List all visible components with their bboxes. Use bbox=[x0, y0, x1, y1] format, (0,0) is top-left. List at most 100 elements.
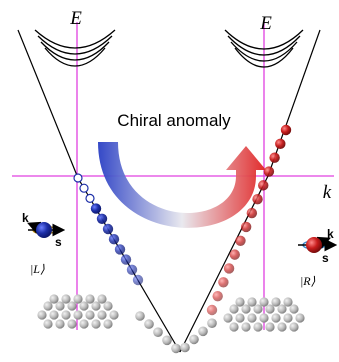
chiral-anomaly-label: Chiral anomaly bbox=[117, 111, 231, 130]
red-state bbox=[258, 180, 269, 191]
red-state bbox=[235, 235, 246, 246]
pile-ball bbox=[241, 322, 251, 332]
sea-state bbox=[171, 343, 181, 354]
red-state bbox=[223, 263, 235, 274]
pile-ball bbox=[265, 304, 275, 314]
blue-state bbox=[114, 244, 126, 255]
upper-cone-left bbox=[34, 29, 116, 67]
right-ket-label: |R⟩ bbox=[300, 274, 316, 288]
momentum-label: k bbox=[323, 182, 332, 203]
pile-ball bbox=[235, 313, 245, 323]
empty-state bbox=[85, 193, 95, 203]
pile-ball bbox=[79, 301, 89, 311]
empty-state bbox=[73, 173, 83, 183]
left-k-label: k bbox=[22, 211, 29, 225]
pile-ball bbox=[271, 297, 281, 307]
pile-ball bbox=[283, 313, 293, 323]
pile-ball bbox=[247, 297, 257, 307]
pile-ball bbox=[49, 310, 59, 320]
axes bbox=[12, 22, 334, 330]
pile-ball bbox=[277, 304, 287, 314]
pile-ball bbox=[67, 301, 77, 311]
blue-state bbox=[126, 264, 138, 275]
red-state bbox=[263, 166, 275, 177]
red-state bbox=[229, 249, 240, 260]
pile-ball bbox=[259, 313, 269, 323]
sea-state bbox=[189, 334, 199, 345]
pile-ball bbox=[103, 319, 113, 329]
pile-ball bbox=[85, 310, 95, 320]
red-state bbox=[275, 138, 286, 150]
sea-state bbox=[162, 335, 172, 346]
pile-ball bbox=[241, 304, 251, 314]
left-s-label: s bbox=[55, 235, 62, 249]
pile-ball bbox=[37, 310, 47, 320]
pile-ball bbox=[289, 322, 299, 332]
pile-ball bbox=[109, 310, 119, 320]
red-state bbox=[212, 290, 223, 302]
upper-cone-right bbox=[224, 29, 304, 68]
pile-ball bbox=[265, 322, 275, 332]
pile-ball bbox=[67, 319, 77, 329]
pile-ball bbox=[283, 297, 293, 307]
pile-ball bbox=[229, 322, 239, 332]
pile-ball bbox=[91, 301, 101, 311]
sea-state bbox=[144, 319, 154, 329]
blue-state bbox=[108, 234, 120, 245]
sea-state bbox=[198, 326, 208, 337]
blue-state bbox=[120, 254, 132, 265]
pile-ball bbox=[235, 297, 245, 307]
pile-ball bbox=[253, 322, 263, 332]
red-state bbox=[280, 124, 292, 136]
empty-state bbox=[79, 183, 89, 193]
pile-ball bbox=[55, 301, 65, 311]
gray-pile-right bbox=[223, 297, 305, 332]
red-state bbox=[240, 221, 252, 233]
pile-ball bbox=[91, 319, 101, 329]
pile-ball bbox=[61, 310, 71, 320]
red-state bbox=[206, 304, 218, 316]
right-s-label: s bbox=[322, 251, 329, 265]
pile-ball bbox=[289, 304, 299, 314]
chiral-anomaly-arrow bbox=[98, 142, 266, 228]
pile-ball bbox=[259, 297, 269, 307]
sea-state bbox=[207, 318, 217, 329]
pile-ball bbox=[49, 294, 59, 304]
pile-ball bbox=[85, 294, 95, 304]
blue-state bbox=[90, 203, 102, 214]
pile-ball bbox=[295, 313, 305, 323]
gray-pile-left bbox=[37, 294, 119, 329]
pile-ball bbox=[223, 313, 233, 323]
blue-state bbox=[102, 223, 114, 235]
energy-label-right: E bbox=[259, 13, 272, 34]
blue-state bbox=[96, 213, 108, 224]
pile-ball bbox=[253, 304, 263, 314]
red-state bbox=[246, 207, 258, 219]
left-ket-label: |L⟩ bbox=[30, 262, 45, 276]
pile-ball bbox=[73, 294, 83, 304]
left-chirality-states bbox=[73, 173, 144, 286]
pile-ball bbox=[61, 294, 71, 304]
right-chirality-states bbox=[206, 124, 292, 316]
pile-ball bbox=[79, 319, 89, 329]
pile-ball bbox=[73, 310, 83, 320]
sea-state bbox=[153, 327, 163, 338]
pile-ball bbox=[247, 313, 257, 323]
pile-ball bbox=[55, 319, 65, 329]
right-chirality-icon: k s |R⟩ bbox=[298, 227, 338, 288]
red-state bbox=[252, 194, 263, 205]
red-state bbox=[218, 277, 229, 288]
pile-ball bbox=[97, 310, 107, 320]
sea-state bbox=[180, 342, 190, 353]
red-state bbox=[269, 152, 280, 163]
right-k-label: k bbox=[327, 227, 334, 241]
left-chirality-icon: k s |L⟩ bbox=[22, 211, 66, 276]
pile-ball bbox=[229, 304, 239, 314]
pile-ball bbox=[97, 294, 107, 304]
energy-label-left: E bbox=[69, 8, 82, 29]
pile-ball bbox=[43, 319, 53, 329]
filled-sea bbox=[135, 311, 217, 354]
pile-ball bbox=[103, 301, 113, 311]
pile-ball bbox=[277, 322, 287, 332]
